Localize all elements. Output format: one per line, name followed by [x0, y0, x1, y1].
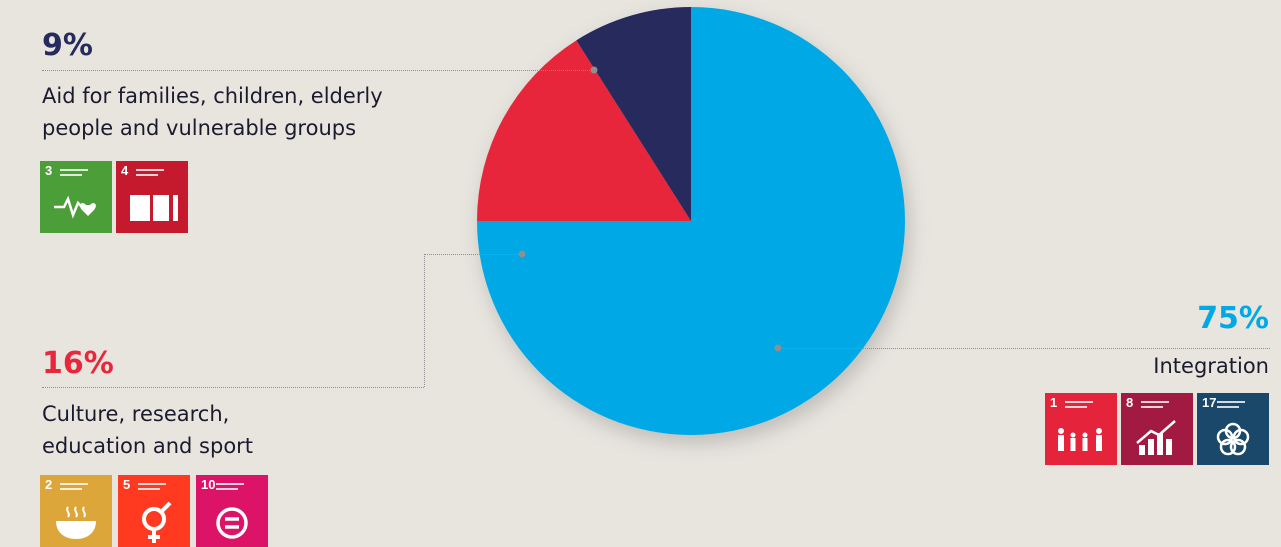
pie-slice-aid: [576, 7, 691, 221]
sdg-goal-10-tile: 10: [196, 475, 268, 547]
family-icon: [1058, 401, 1102, 451]
sdg-goal-number: 10: [201, 477, 216, 492]
book-icon: [130, 169, 178, 221]
gender-icon: [138, 483, 172, 543]
sdg-goal-1-tile: 1: [1045, 393, 1117, 465]
sdg-goal-number: 17: [1202, 395, 1217, 410]
sdg-goal-number: 3: [45, 163, 53, 178]
sdg-goal-number: 1: [1050, 395, 1058, 410]
sdg-goal-5-tile: 5: [118, 475, 190, 547]
aid-leader-line: [42, 70, 594, 71]
aid-label: Aid for families, children, elderly peop…: [42, 80, 462, 144]
heartbeat-icon: [54, 169, 96, 219]
sdg-goal-4-tile: 4: [116, 161, 188, 233]
culture-label: Culture, research, education and sport: [42, 398, 362, 462]
aid-percent: 9%: [42, 28, 93, 63]
culture-leader-vline: [424, 254, 425, 387]
sdg-goal-number: 8: [1126, 395, 1134, 410]
sdg-goal-number: 5: [123, 477, 131, 492]
aid-label-line2: people and vulnerable groups: [42, 116, 357, 140]
equal-icon: [216, 483, 248, 539]
culture-percent: 16%: [42, 346, 114, 381]
integration-leader-line: [778, 348, 1270, 349]
culture-leader-line: [42, 387, 424, 388]
integration-percent: 75%: [1197, 301, 1269, 336]
sdg-goal-3-tile: 3: [40, 161, 112, 233]
culture-label-line1: Culture, research,: [42, 402, 230, 426]
sdg-goal-8-tile: 8: [1121, 393, 1193, 465]
integration-dot: [774, 344, 782, 352]
culture-dot: [518, 250, 526, 258]
aid-dot: [590, 66, 598, 74]
bowl-icon: [56, 483, 96, 539]
culture-label-line2: education and sport: [42, 434, 254, 458]
aid-label-line1: Aid for families, children, elderly: [42, 84, 383, 108]
growth-chart-icon: [1136, 401, 1176, 455]
culture-leader-hline: [424, 254, 522, 255]
sdg-goal-number: 2: [45, 477, 53, 492]
sdg-goal-number: 4: [121, 163, 129, 178]
sdg-goal-17-tile: 17: [1197, 393, 1269, 465]
pie-slice-culture: [477, 40, 691, 221]
flower-icon: [1216, 401, 1250, 456]
sdg-goal-2-tile: 2: [40, 475, 112, 547]
integration-label: Integration: [1153, 354, 1269, 378]
